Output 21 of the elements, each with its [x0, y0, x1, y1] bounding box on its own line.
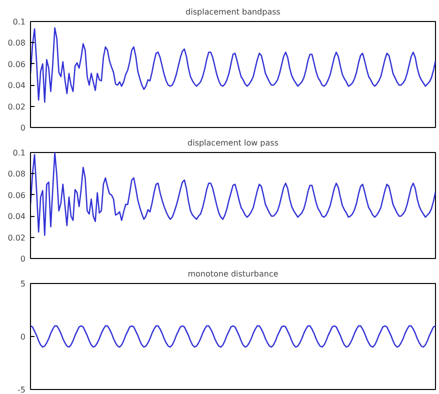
- chart-title: monotone disturbance: [188, 270, 278, 278]
- chart-title: displacement bandpass: [186, 8, 280, 16]
- y-tick-label: 0.04: [8, 212, 26, 222]
- chart-title: displacement low pass: [188, 138, 278, 148]
- line-series: [30, 325, 436, 348]
- y-tick-label: 0.08: [8, 38, 26, 48]
- y-tick-label: 5: [20, 280, 26, 288]
- line-series: [30, 27, 436, 103]
- y-tick-label: 0.1: [12, 18, 26, 26]
- y-tick-label: 0.1: [12, 148, 26, 158]
- y-tick-label: 0: [20, 254, 26, 264]
- y-tick-label: 0.02: [8, 102, 26, 112]
- y-tick-label: 0.06: [8, 190, 26, 200]
- y-tick-label: 0.02: [8, 233, 26, 242]
- y-tick-label: 0.04: [8, 81, 26, 90]
- y-tick-label: 0.06: [8, 60, 26, 69]
- line-series: [30, 152, 436, 236]
- y-tick-label: 0: [20, 124, 26, 132]
- y-tick-label: 0.08: [8, 170, 26, 179]
- y-tick-label: 0: [20, 332, 26, 342]
- y-tick-label: -5: [18, 386, 26, 394]
